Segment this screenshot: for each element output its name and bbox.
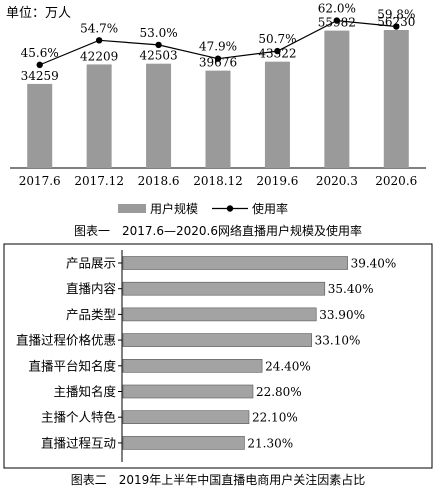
x-tick-label: 2019.6 [256,174,298,188]
legend-bar-swatch [118,204,146,213]
usage-rate-label: 54.7% [80,21,118,35]
usage-rate-point [393,23,400,30]
usage-rate-point [95,37,103,44]
usage-rate-label: 59.8% [377,8,415,22]
bar-value-label: 39676 [199,56,237,70]
category-label: 主播个人特色 [41,410,117,425]
bar-2018.6 [146,63,172,168]
category-label: 直播内容 [66,281,116,296]
category-label: 产品类型 [66,307,116,322]
figure-two-caption: 图表二 2019年上半年中国直播电商用户关注因素占比 [70,473,366,487]
factor-value-label: 35.40% [328,282,374,296]
figure-one-caption: 图表一 2017.6—2020.6网络直播用户规模及使用率 [74,224,362,238]
factor-value-label: 22.80% [256,385,302,399]
factor-value-label: 21.30% [247,436,293,450]
usage-rate-point [274,47,281,55]
chart-frame [3,243,433,469]
legend-bar-label: 用户规模 [150,201,198,216]
x-tick-label: 2018.6 [138,174,180,188]
usage-rate-label: 45.6% [21,46,59,60]
usage-rate-label: 47.9% [199,40,237,54]
bar-2020.3 [324,30,350,168]
factor-value-label: 39.40% [351,257,397,271]
category-label: 直播过程互动 [41,435,116,450]
legend-line-marker [226,205,234,212]
x-tick-label: 2020.6 [375,174,417,188]
x-tick-label: 2017.6 [19,174,61,188]
factor-value-label: 33.90% [319,308,365,322]
bar-2020.6 [383,30,409,168]
bar-2019.6 [264,61,290,168]
factor-bar [122,333,312,347]
bar-2017.6 [27,83,53,168]
usage-rate-point [214,55,222,62]
factor-bar [122,307,317,322]
factor-bar [122,281,326,296]
attention-factors-chart: 产品展示 39.40% 直播内容 35.40% 产品类型 33.90% 直播过程价格优惠 33… [3,243,433,469]
bar-2017.12 [86,64,112,168]
legend-line-label: 使用率 [252,201,288,216]
usage-rate-label: 62.0% [318,2,356,16]
factor-bar [122,436,245,450]
bar-2018.12 [205,70,231,168]
usage-rate-point [36,61,43,69]
factor-bar [122,410,250,424]
bar-value-label: 42503 [139,49,177,63]
bar-value-label: 34259 [21,69,59,83]
factor-value-label: 33.10% [315,334,361,348]
usage-rate-label: 53.0% [140,26,178,40]
user-scale-chart: 34259 2017.6 42209 2017.12 42503 2018.6 39676 2… [10,2,426,216]
unit-label: 单位：万人 [6,6,72,21]
factor-bar [122,384,254,399]
factor-bar [122,256,348,270]
factor-bar [122,359,263,373]
x-tick-label: 2017.12 [74,174,124,188]
usage-rate-label: 50.7% [258,32,296,46]
factor-value-label: 22.10% [252,411,298,425]
usage-rate-point [155,41,162,49]
x-tick-label: 2020.3 [316,174,358,188]
category-label: 产品展示 [66,256,116,271]
usage-rate-point [333,17,341,24]
category-label: 直播平台知名度 [28,358,116,373]
category-label: 直播过程价格优惠 [16,333,116,348]
x-tick-label: 2018.12 [193,174,243,188]
category-label: 主播知名度 [53,384,116,399]
bar-value-label: 42209 [80,49,118,63]
factor-value-label: 24.40% [265,359,311,373]
